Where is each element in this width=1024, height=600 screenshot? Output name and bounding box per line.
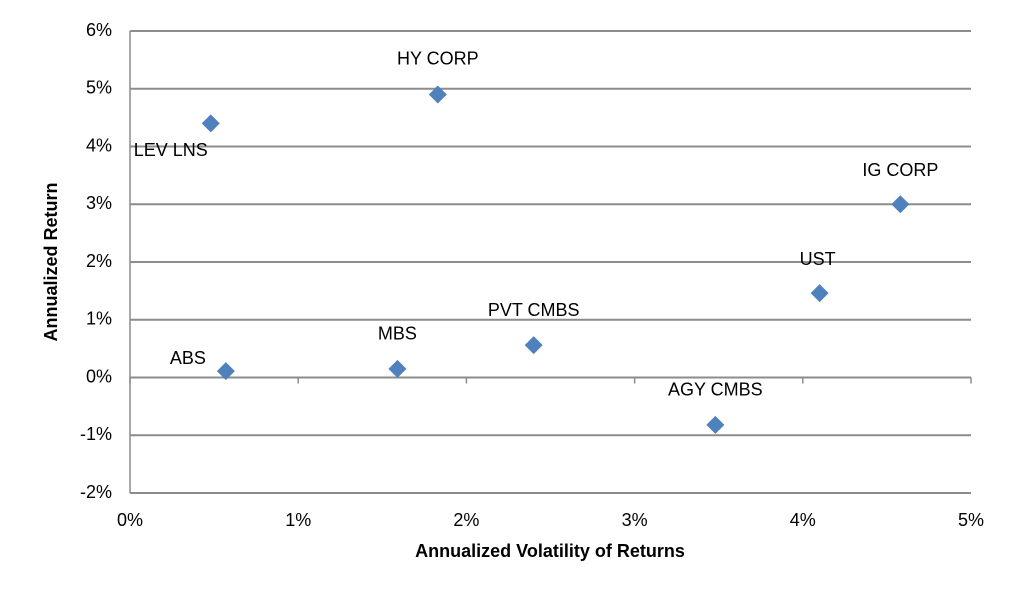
point <box>810 284 829 303</box>
x-tick-label: 3% <box>622 510 648 530</box>
y-axis-title: Annualized Return <box>41 182 61 341</box>
y-tick-label: 5% <box>86 78 112 98</box>
point-label: HY CORP <box>397 48 479 68</box>
y-tick-label: 1% <box>86 309 112 329</box>
x-tick-label: 2% <box>453 510 479 530</box>
point <box>524 336 543 355</box>
y-tick-label: 2% <box>86 251 112 271</box>
y-tick-label: 6% <box>86 20 112 40</box>
point-label: PVT CMBS <box>488 300 580 320</box>
x-tick-label: 1% <box>285 510 311 530</box>
point-label: ABS <box>170 348 206 368</box>
point <box>201 114 220 133</box>
x-tick-label: 5% <box>958 510 984 530</box>
point <box>891 195 910 214</box>
y-tick-label: 3% <box>86 193 112 213</box>
point <box>388 359 407 378</box>
y-tick-label: 4% <box>86 135 112 155</box>
point-label: UST <box>800 249 836 269</box>
point-label: IG CORP <box>862 160 938 180</box>
x-axis-title: Annualized Volatility of Returns <box>415 541 685 561</box>
x-tick-label: 4% <box>790 510 816 530</box>
point-label: AGY CMBS <box>668 380 763 400</box>
point <box>706 415 725 434</box>
x-tick-label: 0% <box>117 510 143 530</box>
point <box>428 85 447 104</box>
y-tick-label: -1% <box>80 424 112 444</box>
y-tick-label: -2% <box>80 482 112 502</box>
point-label: MBS <box>378 324 417 344</box>
y-tick-label: 0% <box>86 366 112 386</box>
point-label: LEV LNS <box>134 140 208 160</box>
point <box>216 362 235 381</box>
